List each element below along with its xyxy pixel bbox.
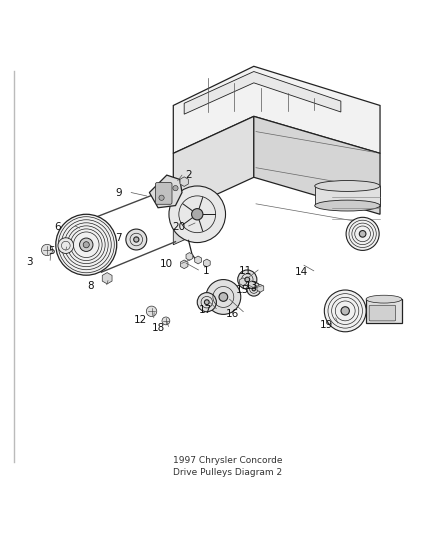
FancyBboxPatch shape: [369, 305, 396, 321]
Circle shape: [205, 300, 209, 304]
Text: 8: 8: [87, 281, 94, 291]
Polygon shape: [180, 177, 188, 187]
Polygon shape: [149, 175, 182, 208]
Text: 18: 18: [152, 324, 165, 333]
Ellipse shape: [315, 181, 380, 191]
Circle shape: [245, 277, 250, 282]
Circle shape: [146, 306, 157, 317]
Circle shape: [191, 208, 203, 220]
Polygon shape: [240, 278, 246, 286]
Text: 10: 10: [160, 260, 173, 269]
Circle shape: [179, 196, 215, 233]
Circle shape: [173, 185, 178, 191]
Polygon shape: [184, 71, 341, 114]
Circle shape: [359, 231, 366, 237]
Text: 3: 3: [26, 257, 33, 267]
Circle shape: [83, 241, 89, 248]
Polygon shape: [186, 253, 193, 261]
Circle shape: [80, 238, 93, 252]
Circle shape: [219, 293, 228, 301]
Circle shape: [206, 279, 241, 314]
Polygon shape: [203, 259, 210, 267]
Circle shape: [252, 287, 255, 291]
Circle shape: [169, 186, 226, 243]
Text: 1: 1: [203, 266, 209, 276]
Circle shape: [324, 290, 366, 332]
Circle shape: [159, 195, 164, 200]
Text: 15: 15: [237, 285, 250, 295]
Text: 11: 11: [238, 266, 252, 276]
Polygon shape: [173, 116, 254, 214]
Text: 16: 16: [226, 309, 239, 319]
Polygon shape: [195, 256, 201, 264]
Circle shape: [238, 270, 257, 289]
Circle shape: [58, 238, 74, 254]
Polygon shape: [257, 284, 264, 292]
Polygon shape: [254, 116, 380, 214]
Text: 14: 14: [295, 266, 308, 277]
Circle shape: [42, 244, 53, 256]
Text: 6: 6: [55, 222, 61, 232]
FancyBboxPatch shape: [155, 182, 172, 204]
Circle shape: [126, 229, 147, 250]
Circle shape: [134, 237, 139, 242]
Circle shape: [162, 317, 170, 325]
Polygon shape: [180, 260, 188, 269]
Text: 5: 5: [48, 246, 55, 256]
Polygon shape: [173, 66, 380, 154]
Text: 2: 2: [185, 170, 192, 180]
Text: 19: 19: [320, 320, 334, 330]
Text: 9: 9: [116, 188, 122, 198]
Text: 1997 Chrysler Concorde
Drive Pulleys Diagram 2: 1997 Chrysler Concorde Drive Pulleys Dia…: [173, 456, 283, 478]
Text: 13: 13: [245, 281, 258, 291]
Ellipse shape: [315, 200, 380, 211]
Polygon shape: [102, 272, 112, 284]
Polygon shape: [366, 299, 402, 323]
Text: 7: 7: [116, 233, 122, 243]
Circle shape: [346, 217, 379, 251]
Text: 17: 17: [198, 305, 212, 315]
Text: 20: 20: [173, 222, 186, 232]
Ellipse shape: [366, 295, 402, 303]
Circle shape: [247, 282, 261, 296]
Circle shape: [56, 214, 117, 275]
Circle shape: [341, 306, 350, 315]
Circle shape: [197, 293, 216, 312]
Text: 12: 12: [134, 314, 147, 325]
Polygon shape: [173, 206, 193, 245]
Polygon shape: [315, 186, 380, 206]
Polygon shape: [248, 281, 255, 289]
